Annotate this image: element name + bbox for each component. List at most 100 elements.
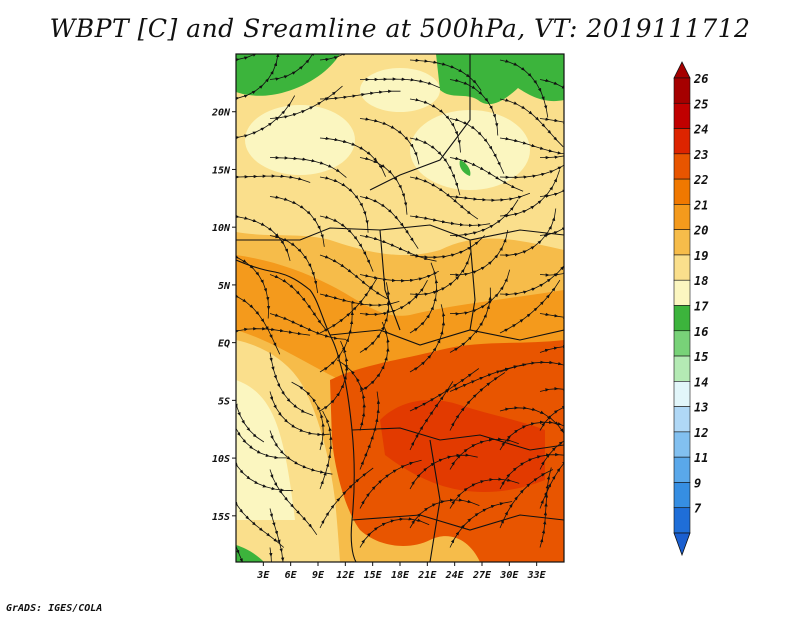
- colorbar-label: 11: [694, 451, 708, 465]
- colorbar-label: 7: [694, 502, 702, 516]
- colorbar-swatch: [673, 254, 691, 281]
- colorbar-label: 20: [693, 224, 708, 238]
- streamline: [539, 386, 564, 416]
- colorbar-swatch: [673, 178, 691, 205]
- streamline: [499, 279, 561, 334]
- lon-tick-label: 27E: [472, 570, 492, 581]
- lon-tick-label: 30E: [499, 570, 519, 581]
- streamline: [236, 54, 280, 101]
- colorbar-swatch: [673, 77, 691, 104]
- lon-tick-label: 6E: [285, 570, 298, 581]
- colorbar-label: 18: [694, 274, 708, 288]
- streamline: [236, 174, 311, 183]
- colorbar-swatch: [673, 456, 691, 483]
- lon-tick-label: 33E: [527, 570, 547, 581]
- colorbar-swatch: [673, 128, 691, 155]
- streamline: [449, 287, 492, 353]
- lon-tick-label: 9E: [312, 570, 325, 581]
- streamline: [539, 78, 564, 116]
- colorbar-label: 22: [693, 173, 708, 187]
- lat-tick-label: EQ: [218, 339, 230, 350]
- colorbar-label: 13: [694, 401, 708, 415]
- colorbar-label: 17: [694, 300, 709, 314]
- streamline: [499, 137, 564, 156]
- lon-tick-label: 15E: [364, 570, 383, 581]
- lon-tick-label: 3E: [256, 570, 270, 581]
- colorbar-label: 14: [694, 375, 708, 389]
- colorbar-swatch: [673, 507, 691, 534]
- streamline: [539, 400, 564, 431]
- colorbar-swatch: [673, 102, 691, 129]
- streamline: [499, 161, 564, 180]
- streamlines: [236, 54, 564, 562]
- lat-tick-label: 10S: [212, 454, 230, 465]
- lon-tick-label: 24E: [445, 570, 465, 581]
- colorbar-label: 19: [694, 249, 708, 263]
- streamline: [236, 327, 311, 336]
- lat-tick-label: 20N: [211, 108, 231, 119]
- colorbar-swatch: [673, 406, 691, 433]
- lat-tick-label: 15N: [212, 165, 231, 176]
- lat-tick-label: 15S: [212, 512, 230, 523]
- streamline: [539, 344, 564, 359]
- colorbar-label: 15: [694, 350, 708, 364]
- streamline: [236, 95, 296, 140]
- colorbar-label: 26: [693, 72, 708, 86]
- coastline-borders: [236, 54, 564, 562]
- colorbar-swatch: [673, 330, 691, 357]
- streamline: [539, 117, 564, 129]
- streamline: [269, 54, 321, 81]
- colorbar-swatch: [673, 204, 691, 230]
- streamline: [360, 77, 440, 89]
- streamline: [409, 453, 478, 490]
- lat-tick-label: 10N: [212, 223, 231, 234]
- grads-credit: GrADS: IGES/COLA: [6, 603, 103, 614]
- colorbar-label: 25: [693, 97, 708, 111]
- streamline: [269, 195, 325, 247]
- lon-tick-label: 12E: [336, 570, 355, 581]
- streamline: [449, 199, 519, 238]
- streamline: [359, 517, 430, 548]
- streamline: [359, 391, 381, 470]
- streamline: [269, 469, 318, 536]
- lat-tick-label: 5S: [218, 396, 230, 407]
- streamline: [269, 508, 285, 562]
- streamline: [269, 156, 347, 178]
- axis-labels: 20N 15N 10N 5N EQ 5S 10S 15S 3E 6E 9E 12E 15E 18E 21E 2…: [211, 108, 547, 581]
- colorbar: 26 25 24 23 22 21 20 19 18 17 16 15 14 13 12 11 9 7: [673, 61, 709, 557]
- streamline: [251, 547, 274, 562]
- streamline: [409, 304, 446, 373]
- streamline: [539, 467, 552, 548]
- colorbar-swatch: [673, 355, 691, 382]
- lat-tick-label: 5N: [218, 281, 231, 292]
- colorbar-bottom-triangle: [673, 532, 691, 557]
- lon-tick-label: 21E: [417, 570, 437, 581]
- colorbar-swatch: [673, 381, 691, 407]
- colorbar-swatch: [673, 482, 691, 509]
- colorbar-label: 23: [693, 148, 708, 162]
- streamline: [359, 459, 422, 509]
- streamline: [449, 501, 513, 548]
- streamline: [449, 372, 506, 431]
- colorbar-label: 21: [693, 198, 708, 212]
- streamline: [409, 381, 454, 451]
- colorbar-label: 9: [694, 476, 701, 490]
- streamline: [499, 208, 557, 258]
- colorbar-swatch: [673, 229, 691, 256]
- colorbar-label: 16: [694, 325, 708, 339]
- colorbar-swatch: [673, 153, 691, 180]
- streamline: [359, 321, 390, 392]
- colorbar-swatch: [673, 431, 691, 458]
- colorbar-label: 12: [694, 426, 708, 440]
- colorbar-label: 24: [693, 123, 708, 137]
- streamline: [359, 117, 420, 165]
- colorbar-swatch: [673, 279, 691, 306]
- map-title: WBPT [C] and Sreamline at 500hPa, VT: 20…: [49, 14, 751, 43]
- streamline: [236, 54, 285, 62]
- streamline: [236, 294, 281, 355]
- streamline: [269, 430, 333, 475]
- colorbar-swatch: [673, 305, 691, 332]
- lon-tick-label: 18E: [391, 570, 410, 581]
- streamline: [319, 54, 377, 62]
